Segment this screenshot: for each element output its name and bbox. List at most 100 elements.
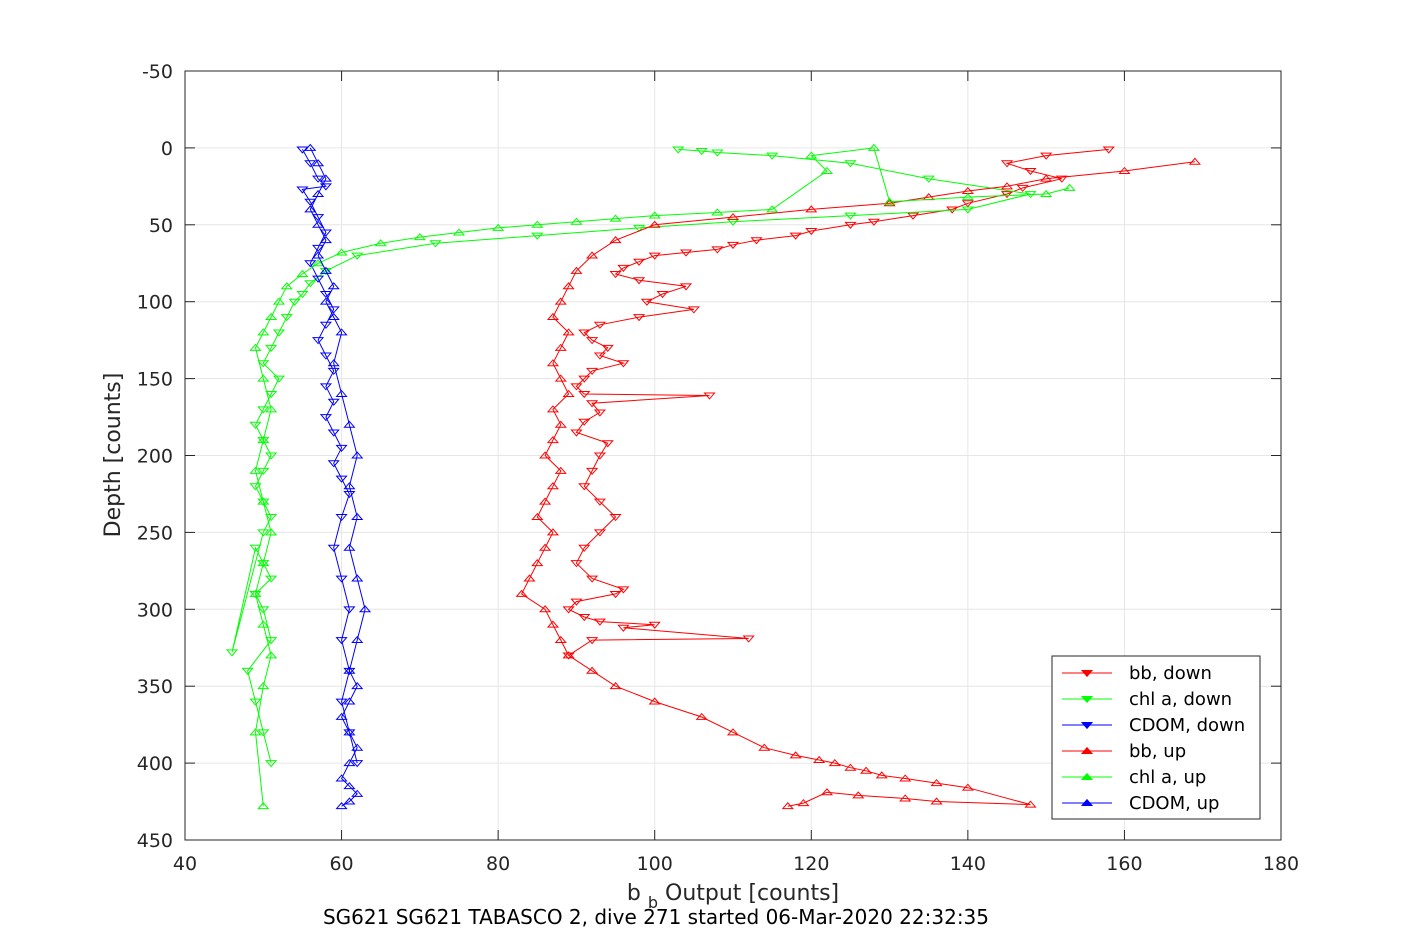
x-tick-label: 60 xyxy=(329,853,353,875)
data-point xyxy=(335,248,348,256)
data-point xyxy=(875,771,888,779)
data-point xyxy=(554,374,567,382)
data-point xyxy=(899,774,912,782)
data-point xyxy=(257,328,270,336)
data-point xyxy=(789,751,802,759)
data-point xyxy=(742,635,755,643)
data-point xyxy=(593,409,606,417)
data-point xyxy=(327,312,340,321)
data-point xyxy=(570,429,583,437)
x-tick-label: 140 xyxy=(950,853,986,875)
data-point xyxy=(609,271,622,279)
data-point xyxy=(1188,157,1201,165)
y-tick-label: 300 xyxy=(137,599,173,621)
data-point xyxy=(703,392,716,400)
data-point xyxy=(351,252,364,260)
data-point xyxy=(546,620,560,628)
data-point xyxy=(225,649,239,657)
data-point xyxy=(272,297,286,305)
data-point xyxy=(280,282,293,290)
data-point xyxy=(351,635,364,644)
y-tick-label: 50 xyxy=(149,215,173,237)
series-cdom-up xyxy=(304,143,372,810)
data-point xyxy=(312,220,325,228)
data-point xyxy=(930,797,943,805)
data-point xyxy=(578,329,591,337)
data-point xyxy=(562,652,575,660)
data-point xyxy=(726,728,740,736)
data-point xyxy=(672,146,685,154)
data-point xyxy=(883,199,896,207)
x-axis-label-rest: Output [counts] xyxy=(665,881,839,906)
data-point xyxy=(257,682,270,690)
data-point xyxy=(257,497,270,505)
data-point xyxy=(883,197,896,205)
data-point xyxy=(531,232,544,240)
data-point xyxy=(586,400,599,408)
data-point xyxy=(335,475,348,483)
data-point xyxy=(695,712,708,720)
data-point xyxy=(257,559,270,567)
data-point xyxy=(578,544,591,552)
data-point xyxy=(319,229,332,237)
data-point xyxy=(562,282,575,290)
data-point xyxy=(554,420,567,428)
data-point xyxy=(343,729,356,737)
data-point xyxy=(257,729,270,737)
data-point xyxy=(570,217,583,225)
data-point xyxy=(593,352,606,360)
data-point xyxy=(429,240,442,248)
data-point xyxy=(586,637,599,645)
data-point xyxy=(617,624,630,632)
data-point xyxy=(1024,167,1037,176)
data-point xyxy=(758,743,771,751)
data-point xyxy=(319,321,332,329)
data-point xyxy=(249,483,262,491)
data-point xyxy=(343,420,356,428)
data-point xyxy=(640,298,653,306)
data-point xyxy=(609,590,622,599)
data-point xyxy=(265,452,278,460)
data-point xyxy=(648,697,661,705)
data-point xyxy=(374,239,387,247)
data-point xyxy=(844,212,857,220)
data-point xyxy=(609,214,622,222)
data-point xyxy=(327,282,340,290)
data-point xyxy=(257,529,270,537)
legend-label: chl a, down xyxy=(1129,689,1232,710)
data-point xyxy=(335,575,348,583)
data-point xyxy=(961,200,974,208)
data-point xyxy=(554,343,567,351)
data-point xyxy=(312,259,325,267)
y-tick-label: -50 xyxy=(142,61,173,83)
data-point xyxy=(335,774,348,782)
data-point xyxy=(296,146,309,154)
data-point xyxy=(312,189,325,198)
data-point xyxy=(257,437,270,445)
y-tick-label: 350 xyxy=(137,676,173,698)
data-point xyxy=(327,398,340,406)
data-point xyxy=(319,183,332,191)
data-point xyxy=(570,560,583,568)
data-point xyxy=(265,312,278,321)
data-point xyxy=(257,467,270,476)
data-point xyxy=(523,574,536,582)
series-layer xyxy=(225,143,1201,810)
y-tick-label: 200 xyxy=(137,446,173,468)
data-point xyxy=(265,760,278,768)
data-point xyxy=(546,359,560,367)
data-point xyxy=(265,528,278,536)
data-point xyxy=(1118,166,1131,174)
legend-label: chl a, up xyxy=(1129,767,1206,788)
data-point xyxy=(343,543,356,551)
data-point xyxy=(593,321,606,329)
data-point xyxy=(296,186,309,194)
data-point xyxy=(586,251,599,259)
data-point xyxy=(335,389,348,397)
data-point xyxy=(319,174,332,182)
data-point xyxy=(272,375,286,383)
data-point xyxy=(257,498,270,506)
data-point xyxy=(1016,184,1029,193)
data-point xyxy=(249,728,262,736)
x-tick-label: 80 xyxy=(486,853,510,875)
